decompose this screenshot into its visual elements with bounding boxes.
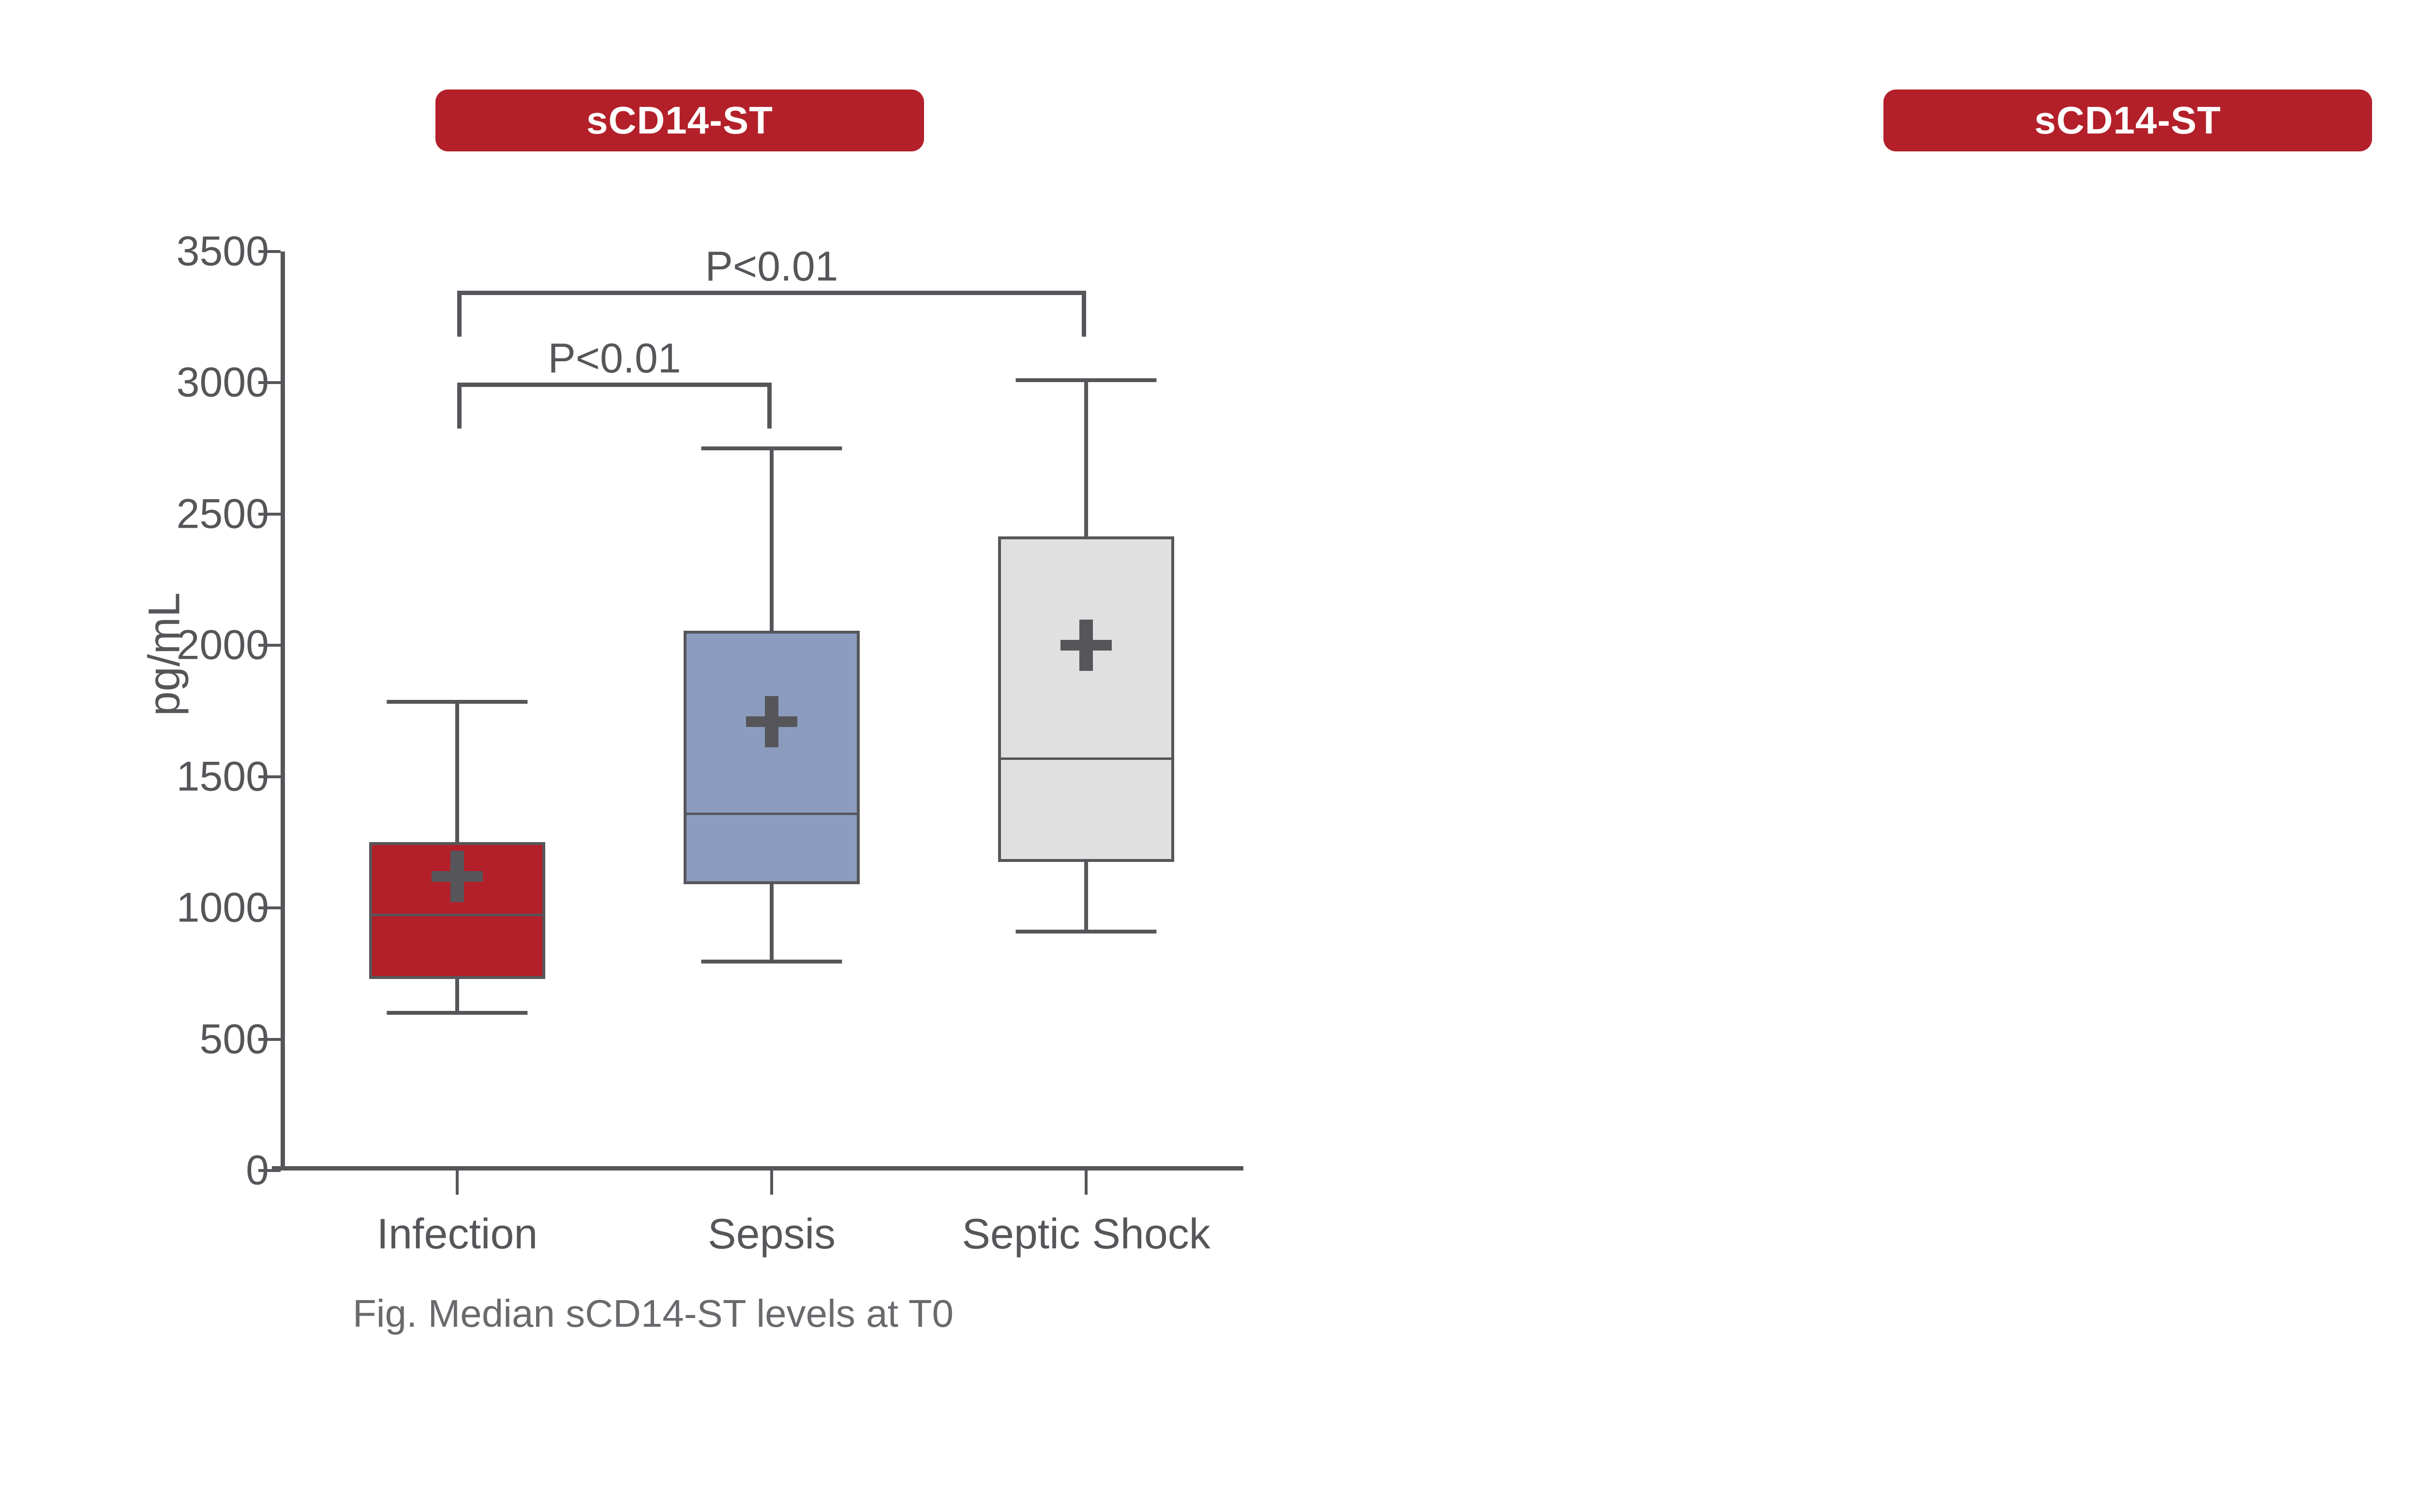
y-tick-left [258,906,281,910]
bracket-leg-left [457,291,462,337]
bracket-bar [457,383,772,387]
significance-bracket-1: P<0.01 [457,243,1086,344]
panel-title-badge-right: sCD14-ST [1883,89,2372,151]
median-line [998,757,1174,760]
y-tick-label-left: 0 [246,1147,269,1194]
x-tick-label-sepsis: Sepsis [707,1210,836,1258]
y-tick-label-left: 2000 [176,622,269,668]
whisker-lower [770,884,774,962]
y-tick-left [258,1038,281,1041]
y-tick-left [258,381,281,385]
whisker-cap-upper [701,446,842,451]
p-value-label: P<0.01 [705,243,838,290]
boxplot-plot-area: pg/mL 0 500 1000 1500 2000 2500 3000 3500 Infect… [140,228,1243,1258]
whisker-upper [1084,380,1088,536]
bracket-leg-right [767,383,772,429]
x-tick-left [456,1171,459,1195]
whisker-cap-lower [387,1011,528,1015]
whisker-upper [770,448,774,631]
y-tick-left [258,644,281,647]
box-septic-shock[interactable] [998,536,1174,862]
whisker-cap-upper [387,700,528,704]
y-tick-left [258,1169,281,1172]
panel-lines: sCD14-ST pg/mL 05001000150020002500T0T1T… [1300,0,2419,1512]
whisker-cap-lower [1015,930,1157,934]
x-tick-left [1085,1171,1088,1195]
y-tick-label-left: 3000 [176,359,269,406]
bracket-bar [457,291,1086,296]
p-value-label: P<0.01 [548,335,681,382]
panel-title-badge-left: sCD14-ST [435,89,924,151]
whisker-cap-lower [701,960,842,964]
whisker-lower [1084,862,1088,932]
x-axis-line-left [272,1166,1243,1171]
y-tick-left [258,512,281,516]
bracket-leg-left [457,383,462,429]
y-tick-label-left: 1000 [176,884,269,931]
y-tick-label-left: 500 [199,1016,269,1063]
median-line [369,913,545,916]
figure-caption-left: Fig. Median sCD14-ST levels at T0 [353,1292,954,1335]
y-tick-left [258,775,281,778]
box-sepsis[interactable] [684,631,860,885]
mean-plus-icon [746,696,797,747]
y-tick-left [258,250,281,253]
y-axis-line-left [281,252,285,1171]
median-line [684,812,860,815]
whisker-upper [455,702,459,843]
bracket-leg-right [1082,291,1086,337]
x-tick-label-septic-shock: Septic Shock [962,1210,1210,1258]
mean-plus-icon [432,851,483,902]
significance-bracket-0: P<0.01 [457,335,772,436]
x-tick-left [770,1171,773,1195]
panel-boxplot: sCD14-ST pg/mL 0 500 1000 1500 2000 2500 3000 3… [0,0,1300,1512]
x-tick-label-infection: Infection [376,1210,538,1258]
y-tick-label-left: 3500 [176,228,269,275]
y-tick-label-left: 2500 [176,490,269,537]
mean-plus-icon [1060,620,1112,671]
whisker-lower [455,978,459,1013]
whisker-cap-upper [1015,378,1157,382]
y-tick-label-left: 1500 [176,753,269,800]
